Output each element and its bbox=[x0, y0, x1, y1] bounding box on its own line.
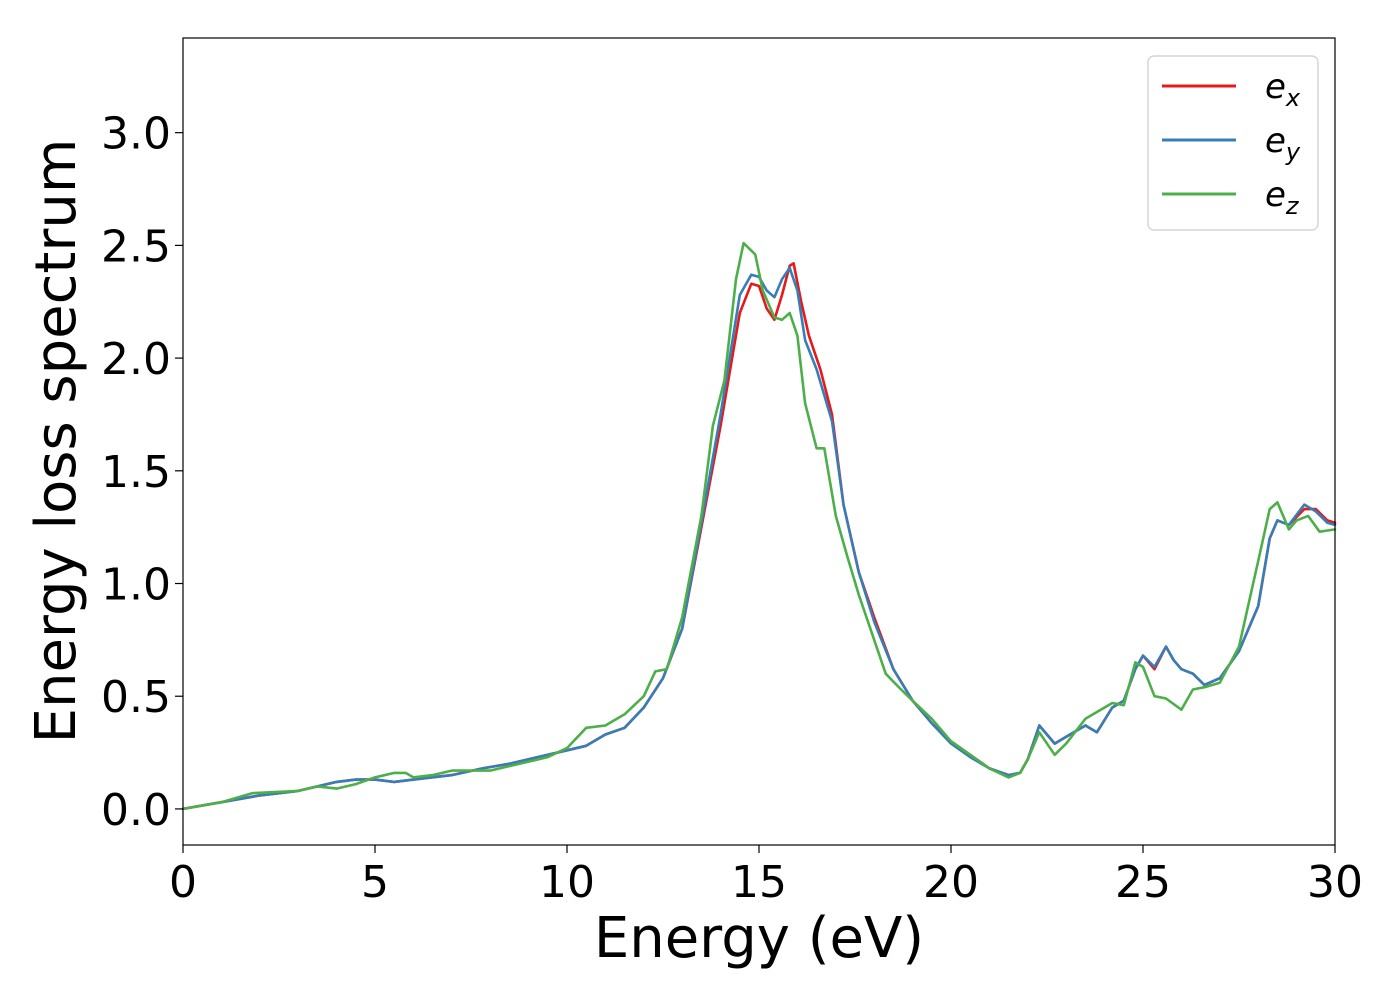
legend-label-base: e bbox=[1265, 67, 1286, 107]
legend-label-base: e bbox=[1265, 121, 1286, 161]
legend-frame bbox=[1147, 55, 1319, 231]
x-tick-label: 5 bbox=[361, 857, 389, 908]
series-layer bbox=[181, 241, 1337, 811]
legend-label-y: ey bbox=[1265, 121, 1301, 166]
y-tick-label: 2.5 bbox=[101, 221, 171, 272]
legend-label-subscript: y bbox=[1285, 138, 1301, 166]
x-tick-label: 20 bbox=[923, 857, 979, 908]
legend-label-subscript: x bbox=[1285, 84, 1301, 112]
legend-label-x: ex bbox=[1265, 67, 1301, 112]
y-tick-label: 0.5 bbox=[101, 672, 171, 723]
x-tick-label: 25 bbox=[1115, 857, 1171, 908]
y-axis-label: Energy loss spectrum bbox=[24, 139, 89, 744]
y-tick-label: 2.0 bbox=[101, 334, 171, 385]
x-tick-label: 30 bbox=[1307, 857, 1363, 908]
x-tick-label: 15 bbox=[731, 857, 787, 908]
y-tick-label: 1.0 bbox=[101, 560, 171, 611]
legend-label-subscript: z bbox=[1285, 192, 1300, 220]
legend-label-base: e bbox=[1265, 175, 1286, 215]
series-line-z bbox=[181, 241, 1337, 811]
x-axis: 0 5 10 15 20 25 30 bbox=[169, 845, 1363, 908]
y-tick-label: 3.0 bbox=[101, 109, 171, 160]
x-axis-label: Energy (eV) bbox=[594, 906, 924, 971]
legend-label-z: ez bbox=[1265, 175, 1300, 220]
y-tick-label: 0.0 bbox=[101, 785, 171, 836]
y-axis: 0.0 0.5 1.0 1.5 2.0 2.5 3.0 bbox=[101, 109, 183, 836]
x-tick-label: 0 bbox=[169, 857, 197, 908]
y-tick-label: 1.5 bbox=[101, 447, 171, 498]
plot-background bbox=[183, 38, 1335, 845]
x-tick-label: 10 bbox=[539, 857, 595, 908]
series-line-y bbox=[181, 266, 1337, 811]
